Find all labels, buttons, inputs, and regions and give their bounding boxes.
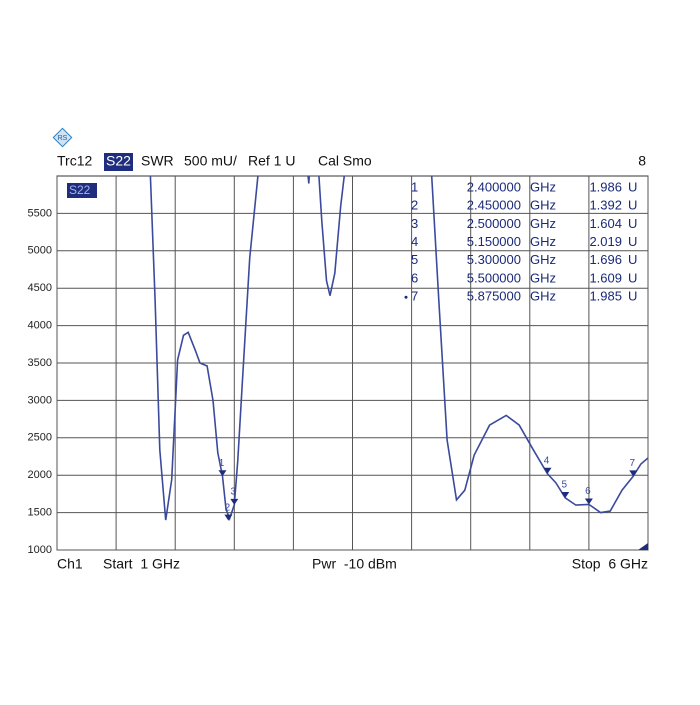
marker-frequency: 2.500000: [467, 216, 521, 231]
y-tick-label: 4500: [28, 282, 52, 294]
marker-value: 2.019: [589, 234, 622, 249]
frequency-unit: GHz: [530, 234, 556, 249]
frequency-unit: GHz: [530, 270, 556, 285]
trace: [149, 176, 648, 521]
marker-value: 1.604: [589, 216, 622, 231]
marker-value: 1.609: [589, 270, 622, 285]
frequency-unit: GHz: [530, 289, 556, 304]
marker-number: 4: [544, 455, 550, 466]
marker-value: 1.392: [589, 198, 622, 213]
parameter-box: [104, 153, 133, 171]
marker-id: 6: [411, 270, 418, 285]
logo: RS: [52, 127, 73, 148]
y-tick-label: 1500: [28, 507, 52, 519]
frequency-unit: GHz: [530, 198, 556, 213]
y-tick-label: 3000: [28, 394, 52, 406]
marker-number: 3: [231, 486, 237, 497]
value-unit: U: [628, 289, 637, 304]
marker-frequency: 5.500000: [467, 270, 521, 285]
value-unit: U: [628, 234, 637, 249]
marker: [230, 498, 239, 505]
channel-count: 8: [638, 153, 646, 169]
marker-id: 1: [411, 179, 418, 194]
parameter: S22: [106, 153, 131, 169]
marker-id: 3: [411, 216, 418, 231]
y-tick-label: 3500: [28, 357, 52, 369]
marker-value: 1.696: [589, 252, 622, 267]
plot: [149, 176, 648, 521]
ref-indicator: [638, 543, 648, 550]
value-unit: U: [628, 270, 637, 285]
marker-frequency: 5.875000: [467, 289, 521, 304]
marker: [218, 470, 227, 477]
trace-label: S22: [69, 183, 91, 197]
active-bullet: [404, 295, 408, 299]
power: Pwr -10 dBm: [312, 556, 397, 572]
y-tick-label: 5500: [28, 207, 52, 219]
marker-frequency: 5.150000: [467, 234, 521, 249]
marker: [561, 491, 570, 498]
value-unit: U: [628, 252, 637, 267]
frequency-unit: GHz: [530, 179, 556, 194]
marker-frequency: 2.450000: [467, 198, 521, 213]
marker-value: 1.985: [589, 289, 622, 304]
marker-number: 1: [219, 458, 225, 469]
y-tick-label: 4000: [28, 320, 52, 332]
marker-frequency: 5.300000: [467, 252, 521, 267]
marker: [224, 514, 233, 521]
y-tick-label: 5000: [28, 245, 52, 257]
y-tick-label: 2000: [28, 469, 52, 481]
flags: Cal Smo: [318, 153, 372, 169]
marker-number: 2: [225, 502, 231, 513]
marker-id: 2: [411, 198, 418, 213]
frequency-unit: GHz: [530, 216, 556, 231]
svg-text:RS: RS: [58, 135, 68, 142]
frequency-unit: GHz: [530, 252, 556, 267]
y-tick-label: 1000: [28, 544, 52, 556]
value-unit: U: [628, 198, 637, 213]
scale: 500 mU/: [184, 153, 237, 169]
marker-table: 1 2.400000 GHz 1.986 U 2 2.450000 GHz 1.392 U 3 2.5…: [404, 179, 637, 304]
marker: [629, 470, 638, 477]
format: SWR: [141, 153, 174, 169]
marker-frequency: 2.400000: [467, 179, 521, 194]
marker-number: 5: [561, 480, 567, 491]
marker-value: 1.986: [589, 179, 622, 194]
trace-label-box: [67, 183, 97, 198]
stop: Stop 6 GHz: [572, 556, 648, 572]
start: Start 1 GHz: [103, 556, 180, 572]
channel: Ch1: [57, 556, 83, 572]
value-unit: U: [628, 179, 637, 194]
marker-id: 5: [411, 252, 418, 267]
marker: [584, 498, 593, 505]
marker-number: 7: [629, 458, 635, 469]
marker-number: 6: [585, 486, 591, 497]
value-unit: U: [628, 216, 637, 231]
reference: Ref 1 U: [248, 153, 295, 169]
trace-name: Trc12: [57, 153, 92, 169]
y-tick-label: 2500: [28, 432, 52, 444]
marker-id: 4: [411, 234, 418, 249]
marker-id: 7: [411, 289, 418, 304]
marker: [543, 467, 552, 474]
